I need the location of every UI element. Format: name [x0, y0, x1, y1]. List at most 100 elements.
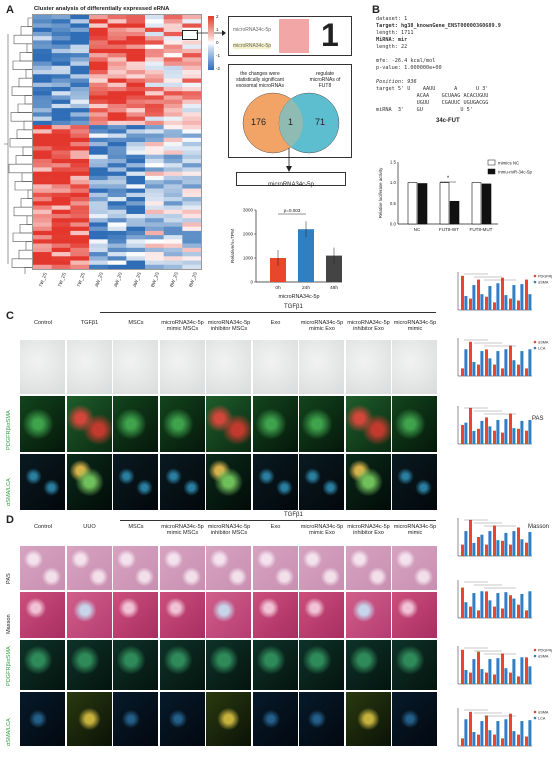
heatmap-cell [107, 23, 127, 28]
heatmap-cell [163, 133, 183, 139]
heatmap-cell [126, 108, 146, 113]
zoom-red-cell [279, 19, 309, 53]
heatmap-cell [51, 264, 71, 270]
heatmap-cell [163, 180, 183, 185]
heatmap-cell [70, 61, 90, 67]
heatmap-cell [126, 260, 146, 266]
heatmap-cell [107, 192, 127, 198]
heatmap-cell [89, 197, 108, 202]
heatmap-cell [70, 205, 90, 211]
heatmap-cell [51, 48, 71, 54]
heatmap-cell [163, 158, 183, 164]
quant-bar [477, 734, 480, 746]
heatmap-cell [182, 188, 202, 194]
x-axis-label: microRNA34c-5p [278, 294, 319, 300]
heatmap-cell [163, 243, 183, 249]
heatmap-cell [33, 146, 52, 151]
micrograph-tile [66, 692, 112, 746]
heatmap-cell [182, 171, 202, 177]
dendrogram-branch [8, 163, 32, 174]
quant-bar [525, 430, 528, 444]
heatmap-cell [89, 264, 108, 270]
quant-chart-5 [457, 580, 532, 619]
heatmap-cell [89, 15, 108, 20]
quant-bar [528, 294, 532, 310]
luciferase-bar [449, 200, 460, 225]
heatmap-cell [107, 112, 127, 117]
heatmap-cell [51, 86, 71, 92]
heatmap-cell [145, 40, 164, 45]
venn-left-count: 176 [251, 117, 267, 127]
quant-bar [504, 419, 508, 444]
micrograph-tile [345, 640, 391, 690]
heatmap-cell [182, 243, 202, 249]
quant-bar [496, 283, 500, 310]
heatmap-cell [145, 116, 164, 122]
heatmap-cell [145, 133, 164, 139]
heatmap-cell [182, 264, 202, 270]
heatmap-cell [182, 70, 202, 75]
quant-bar [493, 430, 496, 444]
heatmap-cell [70, 133, 90, 139]
quant-chart-2: αSMA LCA [457, 338, 549, 377]
quant-bar [501, 738, 504, 746]
dendrogram-branch [15, 155, 32, 165]
quant-bar [477, 279, 480, 310]
heatmap-cell [89, 218, 108, 223]
heatmap-cell [51, 167, 71, 172]
micrograph-tile [113, 454, 158, 510]
legend-swatch [487, 159, 496, 166]
quant-bar [528, 666, 532, 684]
heatmap-cell [70, 86, 90, 92]
heatmap-cell [89, 112, 108, 117]
heatmap-cell [182, 65, 202, 71]
heatmap-cell [89, 205, 108, 211]
micrograph-tile [113, 396, 158, 452]
heatmap-cell [89, 256, 108, 261]
heatmap-cell [70, 82, 90, 88]
column-label: microRNA34c-5p inhibitor MSCs [207, 524, 251, 537]
quant-bar [461, 275, 464, 310]
column-label: microRNA34c-5p mimic MSCs [161, 524, 204, 537]
micrograph-tile [20, 454, 65, 510]
heatmap-cell [70, 36, 90, 41]
heatmap-cell [145, 184, 164, 189]
legend-label: αSMA [538, 711, 549, 715]
colorbar-tick: -1 [216, 53, 221, 58]
micrograph-tile [66, 592, 112, 638]
quant-bar [501, 653, 504, 684]
heatmap-cell [182, 125, 202, 130]
heatmap-cell [145, 78, 164, 84]
heatmap-cell [51, 192, 71, 198]
heatmap-cell [126, 252, 146, 257]
heatmap-cell [89, 120, 108, 126]
quant-bar [464, 349, 468, 376]
heatmap-cell [70, 184, 90, 189]
heatmap-sample-label: BW_2S [150, 271, 161, 288]
quant-bar [517, 300, 520, 310]
heatmap-cell [163, 95, 183, 100]
heatmap-cell [89, 158, 108, 164]
heatmap-cell [89, 31, 108, 37]
heatmap-cell [145, 103, 164, 109]
heatmap-cell [126, 129, 146, 134]
heatmap-cell [33, 133, 52, 139]
heatmap-cell [145, 19, 164, 24]
heatmap-cell [107, 239, 127, 244]
heatmap-cell [107, 86, 127, 92]
micrograph-tile [392, 592, 437, 638]
heatmap-cell [163, 137, 183, 143]
binding-sequence: dataset: 1 Target: hg38_knownGene_ENST000… [376, 16, 552, 114]
pvalue-label: p=0.003 [284, 208, 301, 213]
quant-bar [472, 362, 476, 376]
micrograph-tile [66, 396, 112, 452]
heatmap-cell [33, 154, 52, 160]
heatmap-cell [163, 167, 183, 172]
quant-bar [485, 715, 488, 746]
heatmap-cell [51, 137, 71, 143]
quant-bar [493, 734, 496, 746]
heatmap-cell [89, 125, 108, 130]
column-label: microRNA34c-5p mimic [393, 524, 437, 537]
column-label: MSCs [128, 320, 144, 326]
heatmap-cell [145, 175, 164, 181]
